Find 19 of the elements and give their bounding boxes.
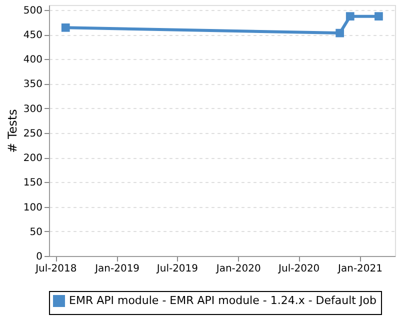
y-tick-label: 100 bbox=[23, 202, 42, 214]
x-tick-label: Jan-2019 bbox=[94, 264, 140, 274]
y-tick-label: 50 bbox=[30, 226, 42, 238]
y-tick-label: 250 bbox=[23, 128, 42, 140]
y-axis-title: # Tests bbox=[5, 109, 20, 153]
y-tick-label: 150 bbox=[23, 178, 42, 189]
x-tick-label: Jul-2018 bbox=[34, 264, 77, 274]
y-tick-label: 400 bbox=[23, 54, 42, 66]
x-tick-label: Jul-2020 bbox=[278, 264, 320, 274]
y-tick-label: 0 bbox=[36, 252, 42, 262]
y-tick-label: 300 bbox=[23, 104, 42, 115]
y-tick-label: 350 bbox=[23, 79, 42, 90]
y-tick-label: 200 bbox=[23, 153, 42, 164]
x-tick-label: Jan-2020 bbox=[215, 264, 261, 274]
x-tick-label: Jul-2019 bbox=[156, 264, 198, 274]
x-tick-label: Jan-2021 bbox=[337, 264, 383, 274]
legend-label: EMR API module - EMR API module - 1.24.x - Default Job bbox=[69, 294, 376, 307]
y-tick-label: 500 bbox=[23, 5, 42, 16]
y-tick-label: 450 bbox=[23, 30, 42, 42]
